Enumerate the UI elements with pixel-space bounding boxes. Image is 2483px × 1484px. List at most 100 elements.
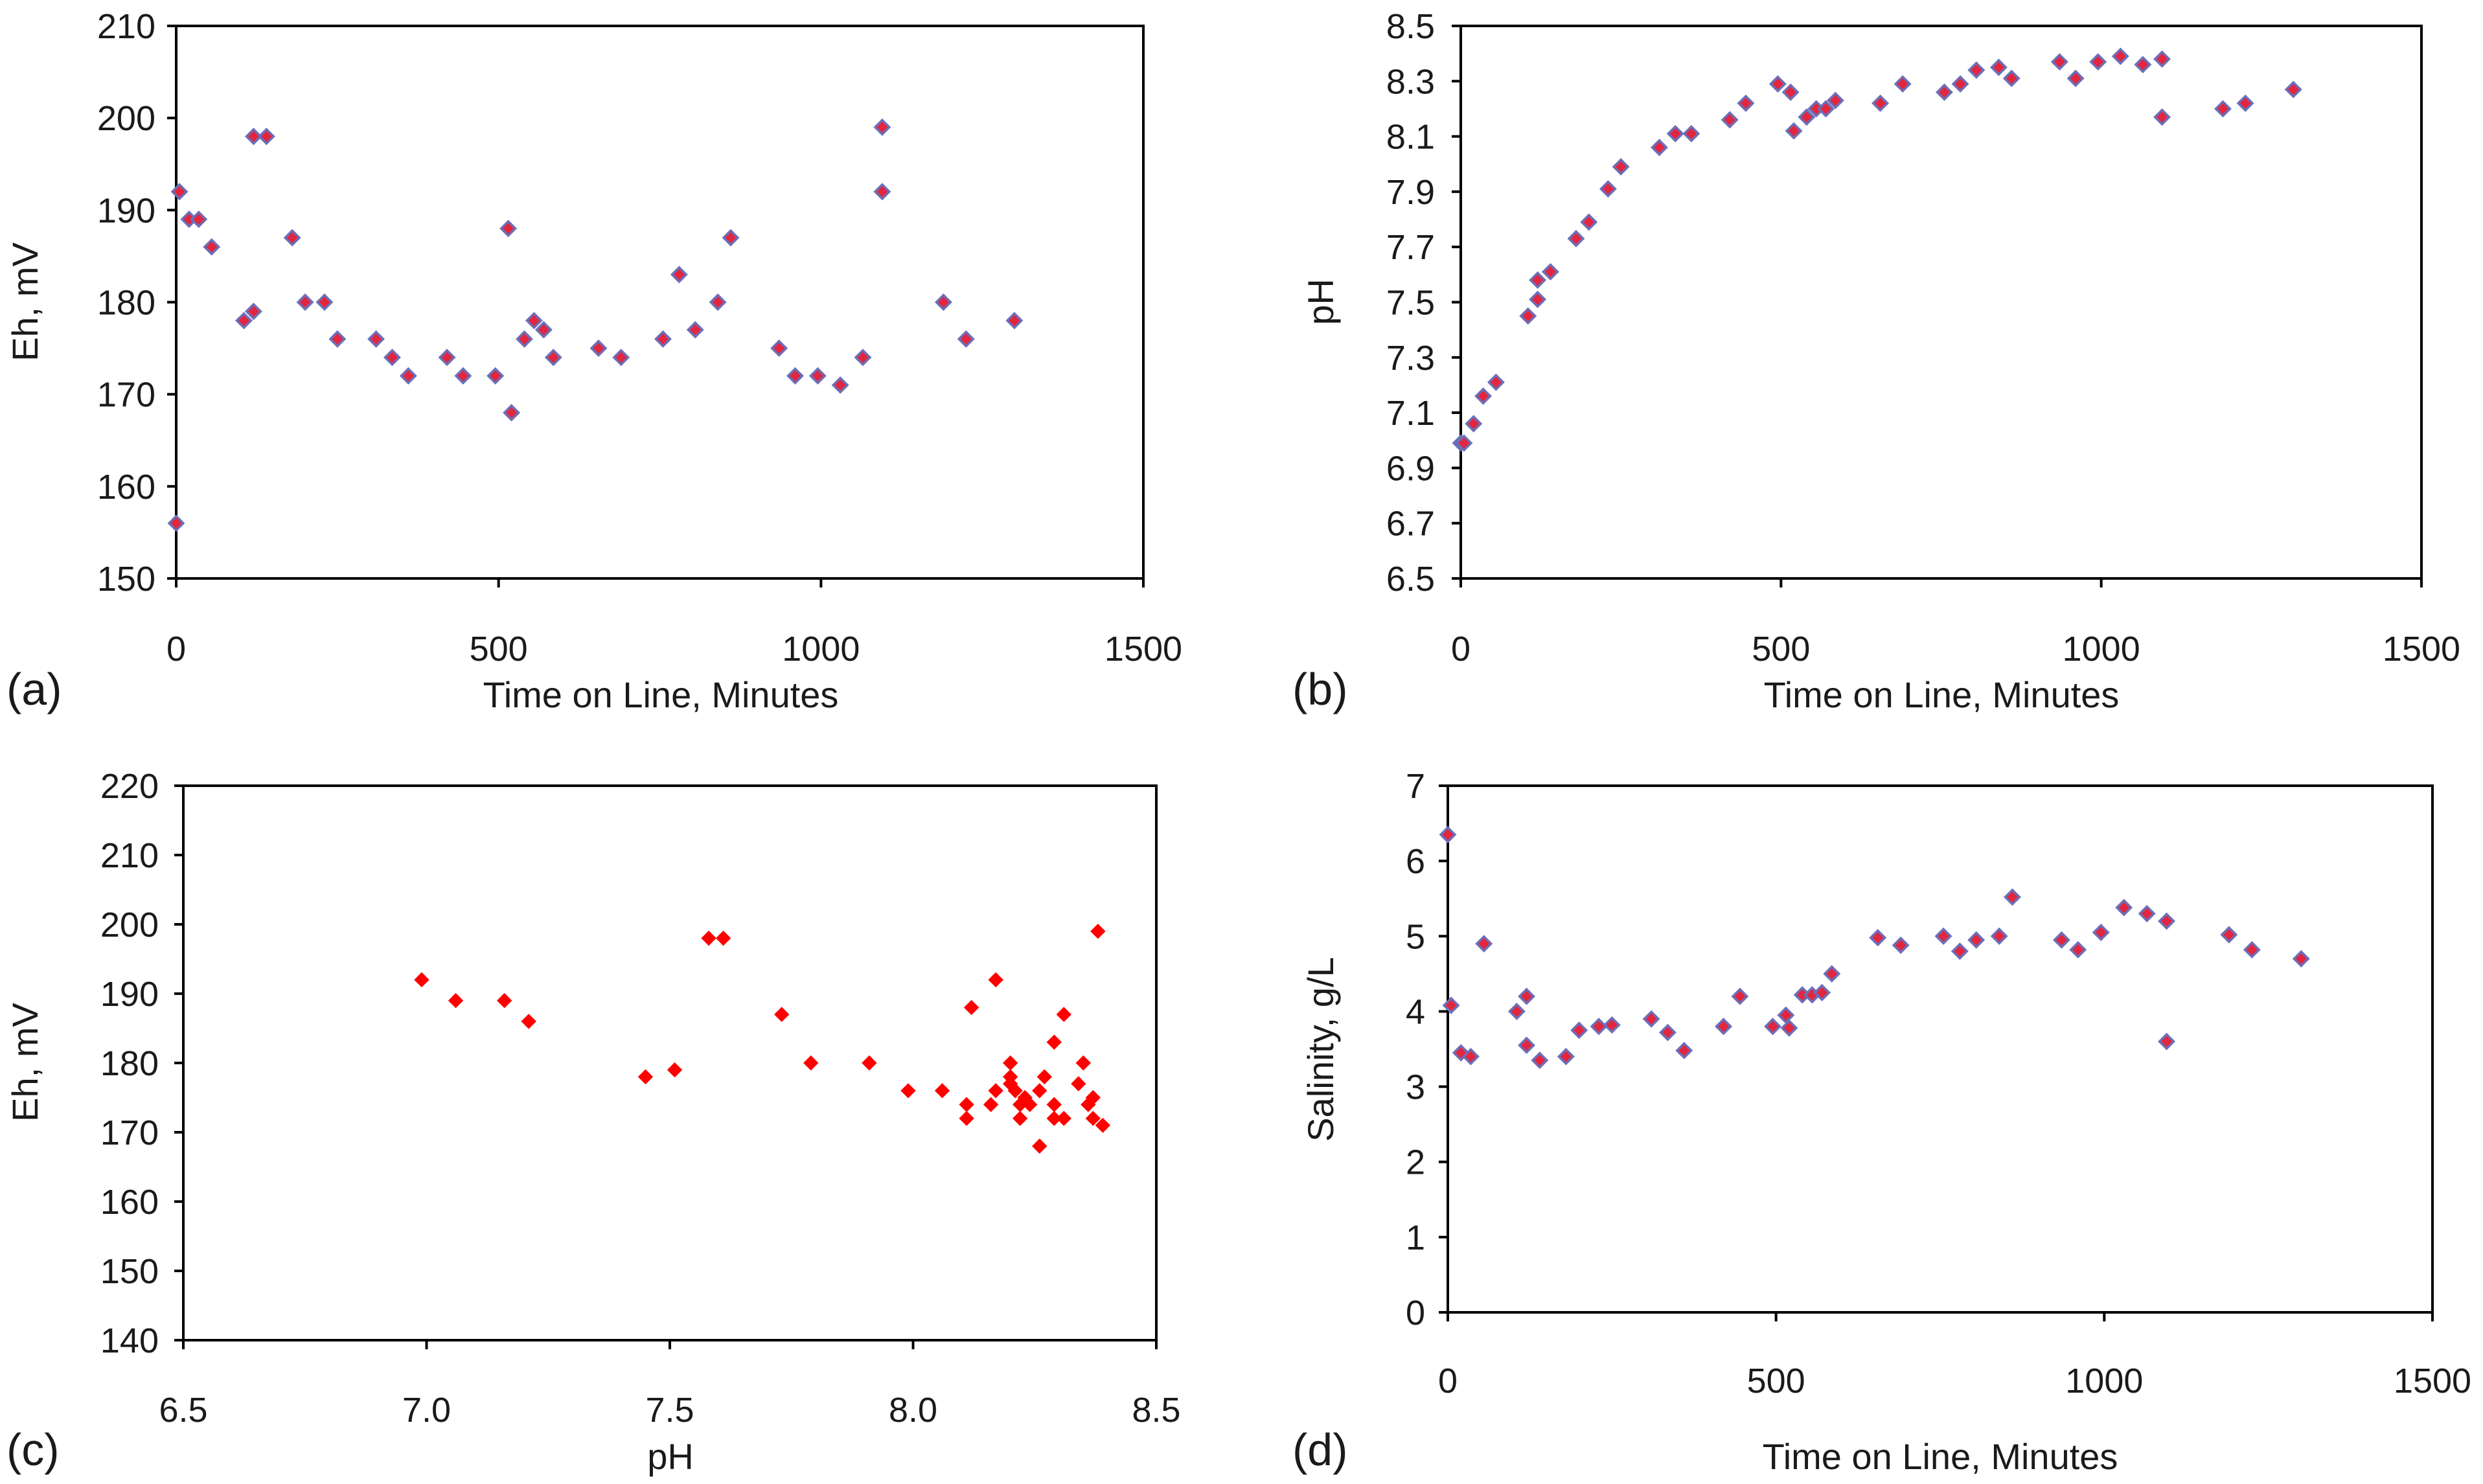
data-point: [2284, 80, 2302, 98]
data-point: [1056, 1007, 1072, 1022]
data-point: [1541, 263, 1559, 281]
data-point: [1439, 826, 1457, 843]
data-point: [235, 312, 253, 330]
y-axis-title: Salinity, g/L: [1300, 957, 1341, 1141]
data-point: [686, 321, 704, 339]
data-point: [983, 1097, 999, 1112]
plot-frame-d: [1447, 784, 2434, 1314]
data-point: [414, 972, 429, 988]
panel-label: (b): [1292, 664, 1348, 714]
data-point: [296, 293, 314, 311]
data-point: [1022, 1097, 1038, 1112]
data-point: [1570, 1021, 1588, 1039]
data-point: [315, 293, 334, 311]
data-point: [1518, 1036, 1536, 1055]
data-point: [167, 514, 185, 532]
panel-label: (d): [1292, 1424, 1348, 1475]
data-point: [525, 312, 543, 330]
data-point: [1487, 373, 1505, 391]
data-point: [1603, 1016, 1621, 1034]
y-tick-label: 180: [100, 1044, 159, 1083]
data-point: [1531, 1051, 1549, 1069]
data-point: [1892, 936, 1910, 954]
data-point: [2003, 888, 2021, 906]
y-tick-label: 160: [100, 1183, 159, 1222]
data-point: [1798, 108, 1816, 126]
data-point: [454, 367, 472, 385]
y-tick-label: 220: [100, 767, 159, 806]
data-point: [1557, 1047, 1575, 1066]
chart-panel-c: 140 150 160 170 180 190 200 210 220 6.5 7.0 7.5 8.0 8…: [5, 767, 1181, 1477]
data-point: [722, 229, 740, 247]
data-point: [2153, 50, 2171, 68]
data-point: [1764, 1018, 1782, 1036]
x-tick-label: 0: [1451, 630, 1470, 668]
data-point: [1935, 83, 1953, 101]
data-point: [1990, 58, 2008, 76]
data-point: [709, 293, 727, 311]
y-tick-label: 190: [97, 191, 155, 230]
data-point: [1590, 1018, 1608, 1036]
y-tick-label: 190: [100, 975, 159, 1014]
x-tick-label: 1500: [1104, 630, 1182, 668]
y-tick-label: 8.5: [1386, 7, 1435, 46]
data-point: [534, 321, 553, 339]
data-point: [2002, 69, 2020, 87]
data-point: [2243, 941, 2261, 959]
y-tick-label: 200: [97, 99, 155, 138]
data-point: [808, 367, 827, 385]
data-point: [963, 999, 979, 1016]
data-point: [2134, 56, 2152, 74]
x-tick-label: 500: [1747, 1362, 1805, 1400]
x-axis-title: Time on Line, Minutes: [483, 674, 839, 715]
y-tick-label: 4: [1406, 992, 1425, 1031]
data-point: [2066, 69, 2085, 87]
data-point: [1529, 271, 1547, 289]
data-point: [1095, 1117, 1111, 1134]
data-point: [900, 1083, 916, 1099]
data-point: [499, 220, 518, 238]
data-point: [170, 183, 189, 201]
x-tick-label: 500: [470, 630, 528, 668]
y-tick-label: 2: [1406, 1143, 1425, 1182]
data-point: [1529, 290, 1547, 308]
data-point: [957, 330, 975, 348]
chart-panel-d: 0 1 2 3 4 5 6 7 0 500 1000 1500 Time on Line, Minute…: [1292, 767, 2471, 1477]
data-point: [1056, 1110, 1072, 1126]
data-point: [854, 348, 872, 367]
data-point: [2153, 108, 2171, 126]
data-point: [959, 1097, 974, 1112]
data-point: [1518, 987, 1536, 1005]
data-point: [1869, 929, 1887, 947]
x-tick-label: 0: [1438, 1362, 1458, 1400]
data-point: [774, 1007, 790, 1022]
data-point: [1675, 1042, 1693, 1060]
y-tick-label: 150: [100, 1252, 159, 1291]
data-point: [589, 339, 608, 358]
y-tick-label: 5: [1406, 917, 1425, 956]
y-tick-label: 0: [1406, 1294, 1425, 1332]
y-tick-label: 6.7: [1386, 505, 1435, 543]
data-point: [516, 330, 533, 348]
data-point: [1721, 111, 1739, 129]
data-point: [203, 238, 221, 256]
y-tick-label: 7.9: [1386, 173, 1435, 212]
y-tick-label: 8.1: [1386, 118, 1435, 157]
data-point: [1013, 1110, 1028, 1126]
y-tick-label: 160: [97, 468, 155, 507]
data-point: [654, 330, 672, 348]
data-point: [2111, 47, 2129, 65]
data-point: [1455, 434, 1473, 452]
data-point: [328, 330, 347, 348]
y-tick-label: 200: [100, 906, 159, 944]
data-point: [2052, 931, 2070, 949]
x-tick-label: 1000: [2065, 1362, 2143, 1400]
y-tick-label: 7.7: [1386, 228, 1435, 267]
data-point: [1780, 1019, 1798, 1037]
data-point: [1731, 987, 1749, 1005]
x-tick-label: 7.0: [402, 1391, 451, 1430]
y-tick-label: 7: [1406, 767, 1425, 806]
data-point: [1442, 996, 1460, 1014]
data-point: [1085, 1090, 1101, 1106]
data-point: [1519, 307, 1537, 325]
